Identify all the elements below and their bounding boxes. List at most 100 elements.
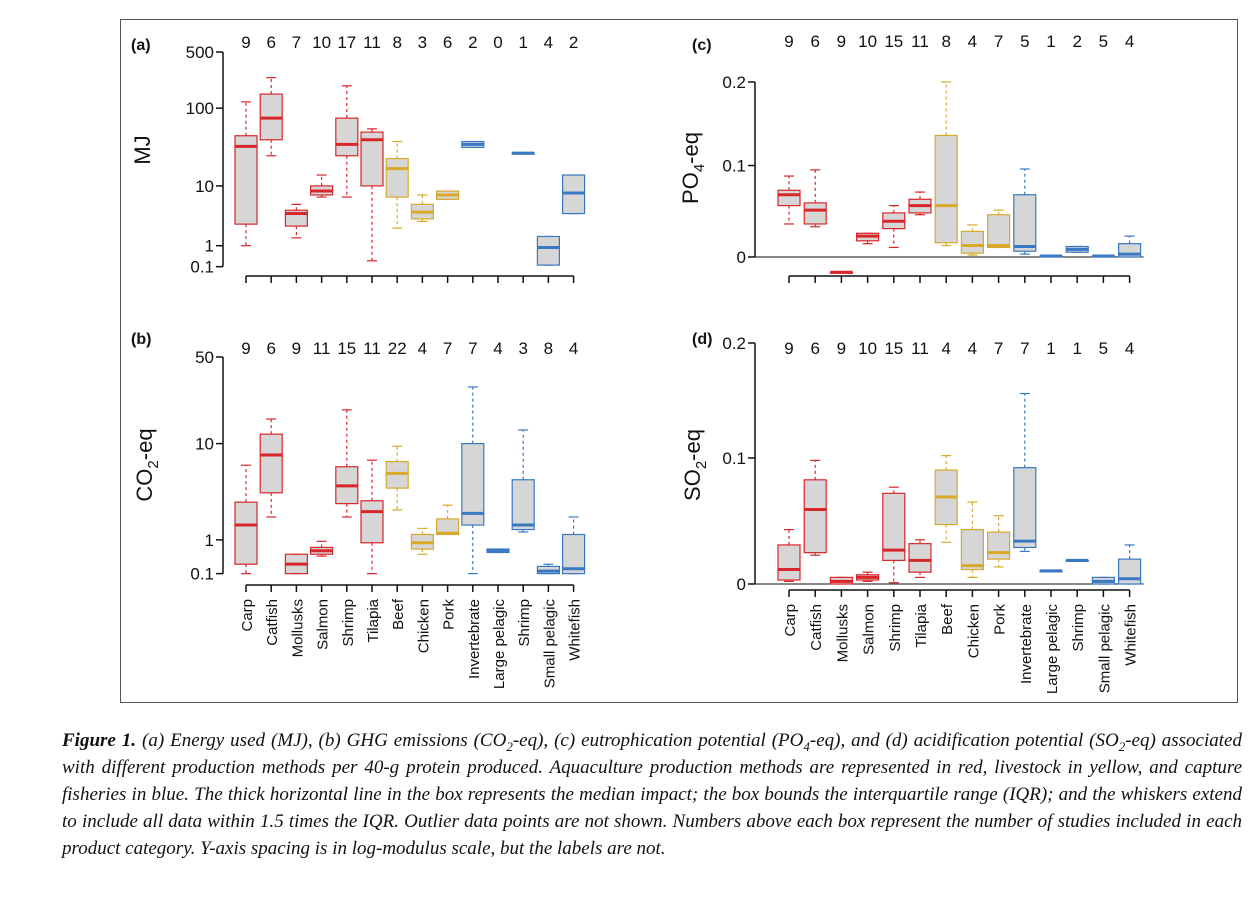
category-label: Shrimp bbox=[340, 599, 357, 647]
category-label: Tilapia bbox=[365, 598, 382, 642]
category-label: Invertebrate bbox=[1018, 604, 1035, 684]
box-salmon bbox=[855, 571, 880, 582]
y-tick-label: 0.1 bbox=[722, 449, 746, 468]
y-tick-label: 0.1 bbox=[190, 565, 214, 584]
iqr-box bbox=[960, 529, 985, 571]
box-tilapia bbox=[360, 459, 384, 575]
box-catfish bbox=[259, 418, 283, 518]
iqr-box bbox=[536, 235, 561, 266]
study-count: 9 bbox=[292, 339, 301, 358]
y-tick-label: 0.2 bbox=[722, 73, 746, 92]
study-count: 2 bbox=[468, 33, 477, 52]
caption-part-1: (a) Energy used (MJ), (b) GHG emissions … bbox=[136, 730, 507, 751]
iqr-box bbox=[882, 492, 906, 562]
study-count: 6 bbox=[266, 33, 275, 52]
box-whitefish bbox=[561, 174, 586, 215]
y-axis-label-suffix: -eq bbox=[678, 132, 703, 164]
y-tick-label: 0.2 bbox=[722, 334, 746, 353]
study-count: 4 bbox=[544, 33, 553, 52]
box-small-pelagic bbox=[536, 563, 561, 575]
study-count: 11 bbox=[363, 339, 381, 358]
box-chicken bbox=[410, 194, 434, 222]
box-chicken bbox=[960, 501, 985, 579]
category-label: Beef bbox=[939, 603, 956, 635]
box-invertebrate bbox=[461, 140, 485, 148]
y-axis-label-subscript: 2 bbox=[693, 461, 710, 469]
box-invertebrate bbox=[1013, 392, 1037, 552]
category-label: Carp bbox=[239, 599, 256, 632]
study-count: 9 bbox=[837, 32, 846, 51]
box-tilapia bbox=[908, 191, 932, 216]
panel-label: (d) bbox=[692, 331, 712, 348]
study-count: 6 bbox=[266, 339, 275, 358]
study-count: 7 bbox=[1020, 339, 1029, 358]
study-count: 1 bbox=[1072, 339, 1081, 358]
study-count: 9 bbox=[784, 339, 793, 358]
box-shrimp bbox=[335, 85, 359, 198]
study-count: 7 bbox=[994, 339, 1003, 358]
box-invertebrate bbox=[461, 386, 485, 575]
box-large-pelagic bbox=[1039, 254, 1063, 258]
study-count: 8 bbox=[941, 32, 950, 51]
study-count: 15 bbox=[884, 339, 903, 358]
box-whitefish bbox=[1117, 235, 1142, 258]
study-count: 4 bbox=[968, 339, 977, 358]
study-count: 15 bbox=[884, 32, 903, 51]
box-pork bbox=[436, 504, 460, 536]
category-label: Shrimp bbox=[887, 604, 904, 652]
category-label: Pork bbox=[992, 604, 1009, 635]
study-count: 4 bbox=[418, 339, 427, 358]
y-tick-label: 10 bbox=[195, 177, 214, 196]
box-shrimp bbox=[882, 486, 906, 584]
category-label: Large pelagic bbox=[1044, 604, 1061, 695]
box-carp bbox=[777, 529, 801, 582]
y-axis-label: MJ bbox=[130, 135, 155, 164]
category-label: Salmon bbox=[315, 599, 332, 650]
box-mollusks bbox=[829, 576, 854, 585]
iqr-box bbox=[803, 479, 827, 554]
box-carp bbox=[234, 464, 258, 575]
y-tick-label: 500 bbox=[186, 43, 214, 62]
y-tick-label: 50 bbox=[195, 348, 214, 367]
study-count: 9 bbox=[784, 32, 793, 51]
y-axis-label-main: MJ bbox=[130, 135, 155, 164]
y-axis-label-main: CO bbox=[132, 469, 157, 502]
study-count: 3 bbox=[518, 339, 527, 358]
study-count: 7 bbox=[443, 339, 452, 358]
study-count: 4 bbox=[493, 339, 502, 358]
caption-part-2: -eq), (c) eutrophication potential (PO bbox=[512, 730, 804, 751]
box-pork bbox=[986, 209, 1011, 249]
box-small-pelagic bbox=[1091, 576, 1116, 585]
iqr-box bbox=[777, 544, 801, 581]
study-count: 4 bbox=[968, 32, 977, 51]
box-beef bbox=[385, 140, 409, 229]
caption-sub-1: 2 bbox=[506, 738, 513, 754]
study-count: 6 bbox=[443, 33, 452, 52]
caption-sub-3: 2 bbox=[1118, 738, 1126, 754]
box-chicken bbox=[960, 224, 985, 256]
y-axis-label: CO2-eq bbox=[132, 428, 162, 501]
caption-sub-2: 4 bbox=[803, 738, 810, 754]
iqr-box bbox=[385, 460, 409, 489]
box-large-pelagic bbox=[1039, 569, 1063, 573]
box-whitefish bbox=[1117, 544, 1142, 585]
study-count: 7 bbox=[994, 32, 1003, 51]
box-beef bbox=[934, 455, 958, 543]
study-count: 4 bbox=[941, 339, 950, 358]
figure-frame bbox=[120, 19, 1238, 703]
study-count: 10 bbox=[858, 339, 877, 358]
box-large-pelagic bbox=[486, 548, 510, 554]
study-count: 3 bbox=[418, 33, 427, 52]
figure-caption: Figure 1. (a) Energy used (MJ), (b) GHG … bbox=[62, 727, 1242, 862]
study-count: 17 bbox=[337, 33, 356, 52]
y-tick-label: 0.1 bbox=[190, 258, 214, 277]
category-label: Shrimp bbox=[516, 599, 533, 647]
box-pork bbox=[986, 515, 1011, 568]
study-count: 0 bbox=[493, 33, 502, 52]
box-shrimp bbox=[1065, 245, 1089, 253]
box-catfish bbox=[803, 459, 827, 556]
box-shrimp bbox=[882, 205, 906, 249]
study-count: 15 bbox=[337, 339, 356, 358]
